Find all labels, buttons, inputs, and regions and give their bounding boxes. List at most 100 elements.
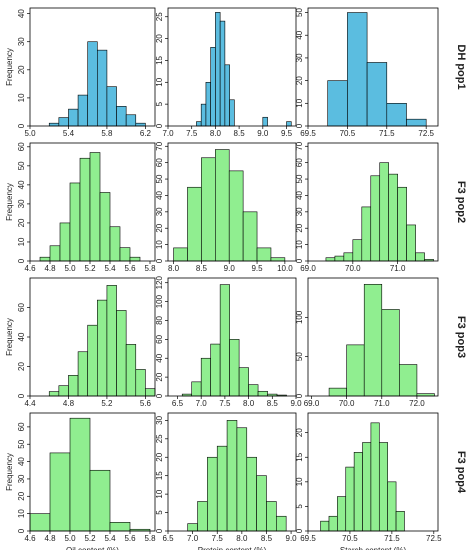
y-tick-label: 10 (155, 240, 164, 249)
x-tick-label: 5.8 (144, 534, 156, 543)
x-tick-label: 4.6 (24, 264, 36, 273)
y-tick-label: 0 (295, 123, 304, 128)
bar (49, 452, 71, 532)
x-tick-label: 71.5 (384, 534, 400, 543)
bar (381, 309, 400, 397)
bar (270, 257, 286, 262)
x-tick-label: 6.5 (172, 399, 184, 408)
x-tick-label: 4.8 (63, 399, 75, 408)
bar (370, 175, 381, 262)
bar (353, 452, 363, 532)
bar (87, 324, 98, 397)
y-tick-label: 20 (155, 452, 164, 461)
x-tick-label: 70.0 (339, 399, 355, 408)
x-tick-label: 70.0 (345, 264, 361, 273)
y-tick-label: 40 (295, 190, 304, 199)
x-tick-label: 8.0 (243, 399, 255, 408)
x-tick-label: 7.0 (162, 129, 174, 138)
x-tick-label: 4.6 (24, 534, 36, 543)
y-tick-label: 20 (295, 223, 304, 232)
bar (191, 381, 202, 397)
bar (125, 344, 137, 397)
bar (205, 81, 211, 127)
bar (135, 369, 146, 397)
y-tick-label: 40 (17, 180, 26, 189)
bar (135, 122, 146, 127)
x-tick-label: 69.0 (304, 399, 320, 408)
bar (77, 94, 88, 127)
x-tick-label: 5.0 (64, 534, 76, 543)
y-tick-label: 60 (17, 422, 26, 431)
bar (215, 149, 230, 262)
plot-frame (167, 412, 297, 532)
bar (352, 239, 363, 262)
bar (229, 99, 235, 127)
x-tick-label: 70.5 (340, 129, 356, 138)
bar (106, 285, 117, 397)
bar (116, 310, 127, 397)
y-tick-label: 15 (155, 471, 164, 480)
y-tick-label: 40 (17, 457, 26, 466)
bar (197, 501, 208, 532)
y-tick-label: 30 (17, 199, 26, 208)
y-tick-label: 15 (295, 452, 304, 461)
bar (200, 103, 207, 127)
x-tick-label: 8.5 (234, 129, 246, 138)
y-tick-label: 15 (155, 55, 164, 64)
bar (145, 388, 156, 397)
bar (59, 222, 71, 262)
bar (68, 375, 79, 397)
row-label: F3 pop4 (455, 451, 467, 494)
y-tick-label: 60 (17, 303, 26, 312)
x-tick-label: 7.5 (212, 534, 224, 543)
row-label: F3 pop2 (455, 181, 467, 223)
x-tick-label: 72.0 (409, 399, 425, 408)
bar (77, 351, 88, 397)
bar (266, 501, 277, 532)
x-tick-label: 5.2 (84, 534, 96, 543)
bar (29, 513, 51, 532)
y-tick-label: 60 (295, 158, 304, 167)
x-axis-label: Protein content (%) (198, 546, 267, 550)
bar (320, 520, 330, 532)
x-tick-label: 8.0 (236, 534, 248, 543)
bar (89, 152, 101, 262)
x-tick-label: 8.0 (210, 129, 222, 138)
y-tick-label: 0 (155, 528, 164, 533)
bar (328, 387, 347, 397)
y-tick-label: 80 (155, 315, 164, 324)
x-tick-label: 9.0 (257, 129, 269, 138)
bar (406, 224, 416, 262)
bar (388, 173, 398, 262)
bar (187, 523, 198, 532)
plot-frame (29, 412, 156, 532)
x-tick-label: 5.6 (140, 399, 152, 408)
x-tick-label: 5.8 (144, 264, 156, 273)
y-tick-label: 10 (17, 237, 26, 246)
x-tick-label: 4.8 (44, 264, 56, 273)
bar (362, 442, 372, 532)
bar (97, 299, 108, 397)
x-tick-label: 7.0 (196, 399, 208, 408)
bar (347, 12, 368, 127)
y-tick-label: 0 (295, 528, 304, 533)
plot-frame (29, 7, 156, 127)
y-tick-label: 0 (155, 393, 164, 398)
x-tick-label: 7.5 (219, 399, 231, 408)
y-tick-label: 60 (17, 142, 26, 151)
x-tick-label: 5.0 (64, 264, 76, 273)
y-tick-label: 40 (155, 190, 164, 199)
x-tick-label: 9.0 (224, 264, 236, 273)
plot-frame (167, 7, 297, 127)
bar (246, 456, 257, 532)
bar (399, 364, 418, 397)
y-tick-label: 70 (155, 141, 164, 150)
bar (242, 211, 258, 262)
y-tick-label: 0 (155, 123, 164, 128)
bar (337, 496, 347, 532)
x-axis-label: Oil content (%) (66, 546, 119, 550)
bar (325, 257, 336, 262)
plot-frame (29, 142, 156, 262)
y-tick-label: 30 (17, 474, 26, 483)
y-tick-label: 0 (295, 393, 304, 398)
